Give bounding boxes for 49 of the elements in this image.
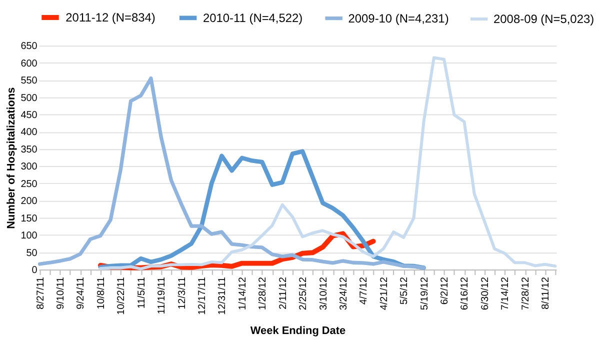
y-tick-label: 650 <box>20 41 38 52</box>
x-tick-label: 11/5/11 <box>136 276 148 309</box>
legend-label: 2008-09 (N=5,023) <box>494 12 594 26</box>
y-tick-label: 300 <box>20 162 38 173</box>
y-tick-label: 250 <box>20 178 38 190</box>
y-tick-label: 350 <box>20 144 38 156</box>
x-tick-label: 2/25/12 <box>298 276 310 310</box>
y-tick-label: 600 <box>20 58 38 70</box>
x-tick-label: 12/17/11 <box>196 276 208 315</box>
y-tick-label: 0 <box>32 264 38 276</box>
y-tick-label: 500 <box>20 92 38 104</box>
x-tick-label: 1/14/12 <box>237 276 248 310</box>
x-tick-label: 12/3/11 <box>176 276 188 310</box>
legend-label: 2011-12 (N=834) <box>66 10 156 24</box>
x-tick-label: 7/14/12 <box>500 276 512 310</box>
y-tick-label: 450 <box>20 110 38 121</box>
y-tick-label: 50 <box>26 248 38 259</box>
legend-label: 2010-11 (N=4,522) <box>202 10 303 25</box>
y-tick-label: 100 <box>20 230 38 242</box>
x-tick-label: 4/21/12 <box>378 276 390 310</box>
y-tick-label: 200 <box>20 196 38 208</box>
x-tick-label: 10/22/11 <box>116 276 128 315</box>
x-tick-label: 11/19/11 <box>156 276 168 314</box>
x-tick-label: 6/16/12 <box>460 276 471 310</box>
x-tick-label: 8/11/12 <box>540 276 552 310</box>
y-tick-label: 400 <box>20 127 38 138</box>
x-tick-label: 2/11/12 <box>278 276 289 310</box>
x-tick-label: 12/31/11 <box>217 276 228 315</box>
line-series <box>98 56 557 270</box>
legend-label: 2009-10 (N=4,231) <box>348 11 449 26</box>
x-tick-label: 5/5/12 <box>399 276 410 305</box>
x-tick-label: 8/27/11 <box>35 276 46 310</box>
line-series <box>38 76 426 270</box>
x-tick-label: 7/28/12 <box>520 276 532 310</box>
y-axis-title: Number of Hospitalizations <box>6 87 18 229</box>
x-tick-label: 3/10/12 <box>318 276 330 310</box>
y-tick-label: 150 <box>20 213 38 224</box>
x-tick-label: 10/8/11 <box>96 276 107 310</box>
x-tick-label: 6/2/12 <box>440 276 451 305</box>
x-tick-label: 6/30/12 <box>480 276 491 310</box>
x-tick-label: 9/24/11 <box>76 276 87 310</box>
x-tick-label: 4/7/12 <box>358 276 370 305</box>
line-series <box>98 149 426 270</box>
y-tick-label: 550 <box>20 76 38 87</box>
x-tick-label: 1/28/12 <box>258 276 269 310</box>
x-tick-label: 5/19/12 <box>419 276 430 310</box>
x-tick-label: 3/24/12 <box>338 276 350 310</box>
x-tick-label: 9/10/11 <box>56 276 67 310</box>
x-axis-title: Week Ending Date <box>250 324 346 337</box>
